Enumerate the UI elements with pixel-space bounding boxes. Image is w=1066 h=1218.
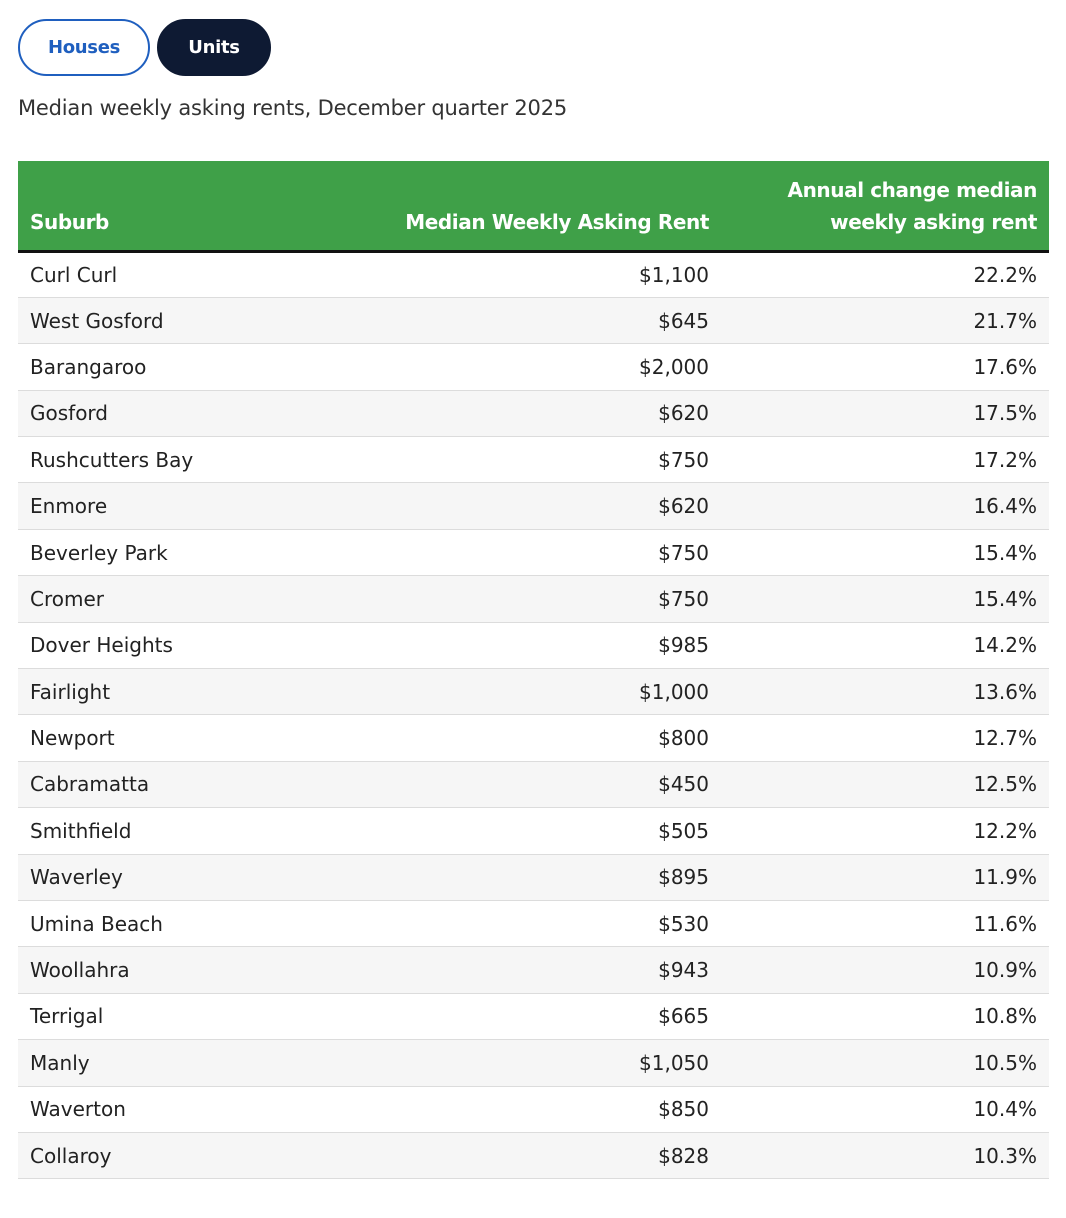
rent-table: Suburb Median Weekly Asking Rent Annual … (18, 161, 1049, 1180)
suburb-cell: Waverton (18, 1086, 336, 1133)
header-annual-change: Annual change median weekly asking rent (721, 161, 1049, 253)
annual-change-cell: 17.6% (721, 343, 1049, 391)
table-row: Newport $800 12.7% (18, 714, 1049, 762)
annual-change-cell: 14.2% (721, 622, 1049, 670)
annual-change-cell: 10.9% (721, 946, 1049, 994)
table-row: Smithfield $505 12.2% (18, 807, 1049, 855)
suburb-cell: Umina Beach (18, 900, 336, 948)
suburb-cell: Newport (18, 714, 336, 762)
median-rent-cell: $800 (336, 714, 721, 762)
median-rent-cell: $645 (336, 297, 721, 345)
annual-change-cell: 12.5% (721, 761, 1049, 809)
annual-change-cell: 21.7% (721, 297, 1049, 345)
rent-table-container: Suburb Median Weekly Asking Rent Annual … (18, 161, 1049, 1180)
annual-change-cell: 11.6% (721, 900, 1049, 948)
suburb-cell: Beverley Park (18, 529, 336, 577)
median-rent-cell: $530 (336, 900, 721, 948)
median-rent-cell: $2,000 (336, 343, 721, 391)
median-rent-cell: $828 (336, 1132, 721, 1180)
median-rent-cell: $985 (336, 622, 721, 670)
annual-change-cell: 10.5% (721, 1039, 1049, 1087)
suburb-cell: Gosford (18, 390, 336, 438)
table-row: Umina Beach $530 11.6% (18, 900, 1049, 948)
suburb-cell: Cabramatta (18, 761, 336, 809)
annual-change-cell: 10.8% (721, 993, 1049, 1041)
table-row: Dover Heights $985 14.2% (18, 622, 1049, 670)
table-row: Collaroy $828 10.3% (18, 1132, 1049, 1180)
table-body: Curl Curl $1,100 22.2% West Gosford $645 21.7… (18, 251, 1049, 1180)
median-rent-cell: $750 (336, 529, 721, 577)
median-rent-cell: $895 (336, 854, 721, 901)
table-row: Fairlight $1,000 13.6% (18, 668, 1049, 716)
annual-change-cell: 12.2% (721, 807, 1049, 855)
median-rent-cell: $1,050 (336, 1039, 721, 1087)
median-rent-cell: $1,100 (336, 251, 721, 298)
suburb-cell: Woollahra (18, 946, 336, 994)
suburb-cell: Cromer (18, 575, 336, 623)
suburb-cell: Rushcutters Bay (18, 436, 336, 484)
table-row: Curl Curl $1,100 22.2% (18, 251, 1049, 298)
table-row: Manly $1,050 10.5% (18, 1039, 1049, 1087)
annual-change-cell: 15.4% (721, 529, 1049, 577)
table-row: West Gosford $645 21.7% (18, 297, 1049, 345)
median-rent-cell: $943 (336, 946, 721, 994)
table-row: Rushcutters Bay $750 17.2% (18, 436, 1049, 484)
annual-change-cell: 15.4% (721, 575, 1049, 623)
table-row: Enmore $620 16.4% (18, 482, 1049, 530)
annual-change-cell: 16.4% (721, 482, 1049, 530)
table-row: Barangaroo $2,000 17.6% (18, 343, 1049, 391)
median-rent-cell: $750 (336, 575, 721, 623)
suburb-cell: Barangaroo (18, 343, 336, 391)
median-rent-cell: $450 (336, 761, 721, 809)
table-row: Cromer $750 15.4% (18, 575, 1049, 623)
annual-change-cell: 17.2% (721, 436, 1049, 484)
header-suburb: Suburb (18, 161, 336, 253)
table-row: Cabramatta $450 12.5% (18, 761, 1049, 809)
table-row: Waverley $895 11.9% (18, 854, 1049, 901)
suburb-cell: Dover Heights (18, 622, 336, 670)
suburb-cell: West Gosford (18, 297, 336, 345)
annual-change-cell: 22.2% (721, 251, 1049, 298)
property-type-toggle: Houses Units (18, 19, 271, 76)
suburb-cell: Smithfield (18, 807, 336, 855)
table-row: Beverley Park $750 15.4% (18, 529, 1049, 577)
annual-change-cell: 10.3% (721, 1132, 1049, 1180)
header-row: Suburb Median Weekly Asking Rent Annual … (18, 161, 1049, 253)
median-rent-cell: $665 (336, 993, 721, 1041)
units-toggle-button[interactable]: Units (157, 19, 271, 76)
header-median-rent: Median Weekly Asking Rent (336, 161, 721, 253)
suburb-cell: Manly (18, 1039, 336, 1087)
table-header: Suburb Median Weekly Asking Rent Annual … (18, 161, 1049, 253)
suburb-cell: Collaroy (18, 1132, 336, 1180)
houses-toggle-button[interactable]: Houses (18, 19, 150, 76)
suburb-cell: Enmore (18, 482, 336, 530)
table-row: Gosford $620 17.5% (18, 390, 1049, 438)
median-rent-cell: $1,000 (336, 668, 721, 716)
table-row: Waverton $850 10.4% (18, 1086, 1049, 1133)
suburb-cell: Fairlight (18, 668, 336, 716)
median-rent-cell: $620 (336, 482, 721, 530)
table-row: Terrigal $665 10.8% (18, 993, 1049, 1041)
annual-change-cell: 10.4% (721, 1086, 1049, 1133)
annual-change-cell: 17.5% (721, 390, 1049, 438)
table-caption: Median weekly asking rents, December qua… (18, 96, 568, 120)
suburb-cell: Curl Curl (18, 251, 336, 298)
median-rent-cell: $850 (336, 1086, 721, 1133)
table-row: Woollahra $943 10.9% (18, 946, 1049, 994)
median-rent-cell: $750 (336, 436, 721, 484)
annual-change-cell: 13.6% (721, 668, 1049, 716)
median-rent-cell: $620 (336, 390, 721, 438)
suburb-cell: Terrigal (18, 993, 336, 1041)
median-rent-cell: $505 (336, 807, 721, 855)
annual-change-cell: 11.9% (721, 854, 1049, 901)
suburb-cell: Waverley (18, 854, 336, 901)
annual-change-cell: 12.7% (721, 714, 1049, 762)
